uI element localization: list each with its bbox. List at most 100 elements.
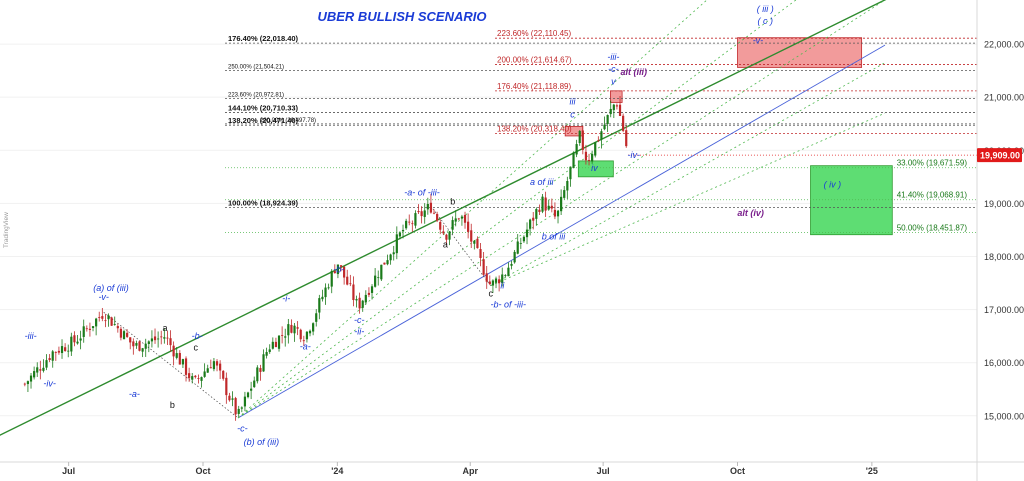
wave-label: iv — [591, 163, 598, 173]
candle-body — [594, 142, 597, 156]
fib-level-label: 176.40% (21,118.89) — [497, 82, 571, 91]
candle-body — [138, 341, 141, 351]
wave-label: b of iii — [542, 231, 567, 241]
fan-5[interactable] — [490, 112, 886, 287]
candle-body — [603, 124, 606, 130]
candle-body — [429, 202, 433, 213]
candle-body — [414, 213, 417, 226]
candle-body — [157, 338, 160, 340]
candle-body — [485, 273, 488, 282]
candle-body — [615, 105, 619, 107]
candle-body — [234, 398, 237, 415]
fib-level-label: 223.60% (20,972.81) — [228, 93, 284, 99]
fib-level-label: 176.40% (22,018.40) — [228, 34, 299, 43]
candle-body — [141, 348, 144, 352]
candle-body — [57, 350, 61, 353]
candle-body — [587, 159, 591, 161]
candle-body — [85, 328, 88, 330]
dotted-path-1[interactable] — [103, 311, 239, 419]
candle-body — [609, 108, 612, 115]
wave-label: -iv- — [628, 150, 641, 160]
wave-label: -iv- — [43, 379, 56, 389]
candle-body — [163, 337, 166, 339]
candle-body — [284, 336, 287, 338]
candle-body — [312, 323, 315, 332]
candle-body — [358, 297, 361, 309]
wave-label: b — [450, 196, 455, 206]
candle-body — [408, 221, 411, 223]
x-tick-label: Oct — [730, 466, 745, 476]
candle-body — [367, 292, 371, 295]
last-price-label: 19,909.00 — [980, 151, 1020, 161]
wave-label: b — [170, 400, 175, 410]
candle-body — [265, 352, 268, 356]
fan-4[interactable] — [490, 62, 886, 287]
candle-body — [169, 338, 172, 346]
candle-body — [67, 350, 70, 352]
candle-body — [101, 316, 104, 319]
wave-label: ( iii ) — [757, 4, 774, 14]
last-price-tag[interactable] — [977, 148, 1022, 163]
candle-body — [222, 370, 225, 379]
y-tick-label: 21,000.00 — [984, 93, 1024, 103]
candle-body — [188, 373, 191, 379]
x-axis[interactable]: Jul Oct '24 Apr Jul Oct '25 — [62, 462, 878, 476]
candle-body — [572, 152, 575, 169]
candle-body — [556, 210, 560, 217]
tradingview-watermark: TradingView — [3, 212, 10, 248]
candle-body — [591, 154, 594, 162]
candle-body — [150, 338, 154, 342]
candle-body — [618, 104, 622, 116]
plot-area[interactable] — [0, 0, 977, 457]
candle-body — [147, 341, 150, 344]
candle-body — [339, 265, 343, 267]
candle-body — [529, 219, 532, 229]
candle-body — [445, 234, 448, 240]
candle-body — [541, 196, 544, 212]
iv-box[interactable] — [577, 160, 614, 178]
x-tick-label: Jul — [62, 466, 75, 476]
candle-body — [498, 279, 501, 284]
fan-2[interactable] — [237, 0, 797, 419]
candle-body — [253, 380, 256, 388]
candle-body — [538, 209, 541, 212]
wave-label: (b) of (iii) — [244, 437, 280, 447]
y-axis[interactable]: 15,000.00 16,000.00 17,000.00 18,000.00 19,0… — [977, 40, 1024, 422]
candle-body — [293, 325, 296, 334]
blue-trend-line[interactable] — [237, 44, 886, 419]
candle-body — [219, 363, 222, 371]
candle-body — [370, 286, 374, 293]
candle-body — [287, 324, 290, 336]
candle-body — [578, 130, 581, 143]
candle-body — [203, 371, 206, 377]
dotted-path-2[interactable] — [430, 205, 491, 286]
wave-label: c — [488, 288, 493, 298]
candle-body — [23, 383, 26, 385]
candle-body — [271, 341, 274, 349]
candle-body — [575, 144, 578, 155]
candle-body — [290, 324, 293, 333]
candle-body — [491, 280, 495, 286]
candle-body — [411, 223, 414, 225]
wave-label: -b- of -iii- — [490, 299, 526, 309]
candle-body — [299, 329, 302, 340]
wave-iv-box[interactable] — [810, 165, 893, 236]
candle-body — [39, 369, 42, 371]
candle-body — [581, 130, 584, 150]
candle-body — [191, 376, 194, 380]
candle-body — [439, 222, 442, 230]
candle-body — [395, 234, 398, 254]
main-trend-line[interactable] — [0, 0, 892, 457]
candle-body — [612, 104, 615, 111]
candle-body — [129, 337, 132, 343]
candle-body — [250, 388, 253, 391]
candle-body — [560, 196, 563, 212]
candle-body — [42, 367, 45, 371]
candle-body — [361, 300, 364, 308]
candle-body — [318, 298, 321, 313]
candle-body — [268, 349, 271, 352]
candle-body — [476, 238, 479, 249]
candle-body — [178, 352, 181, 365]
candle-body — [231, 398, 234, 400]
candle-body — [327, 287, 330, 289]
